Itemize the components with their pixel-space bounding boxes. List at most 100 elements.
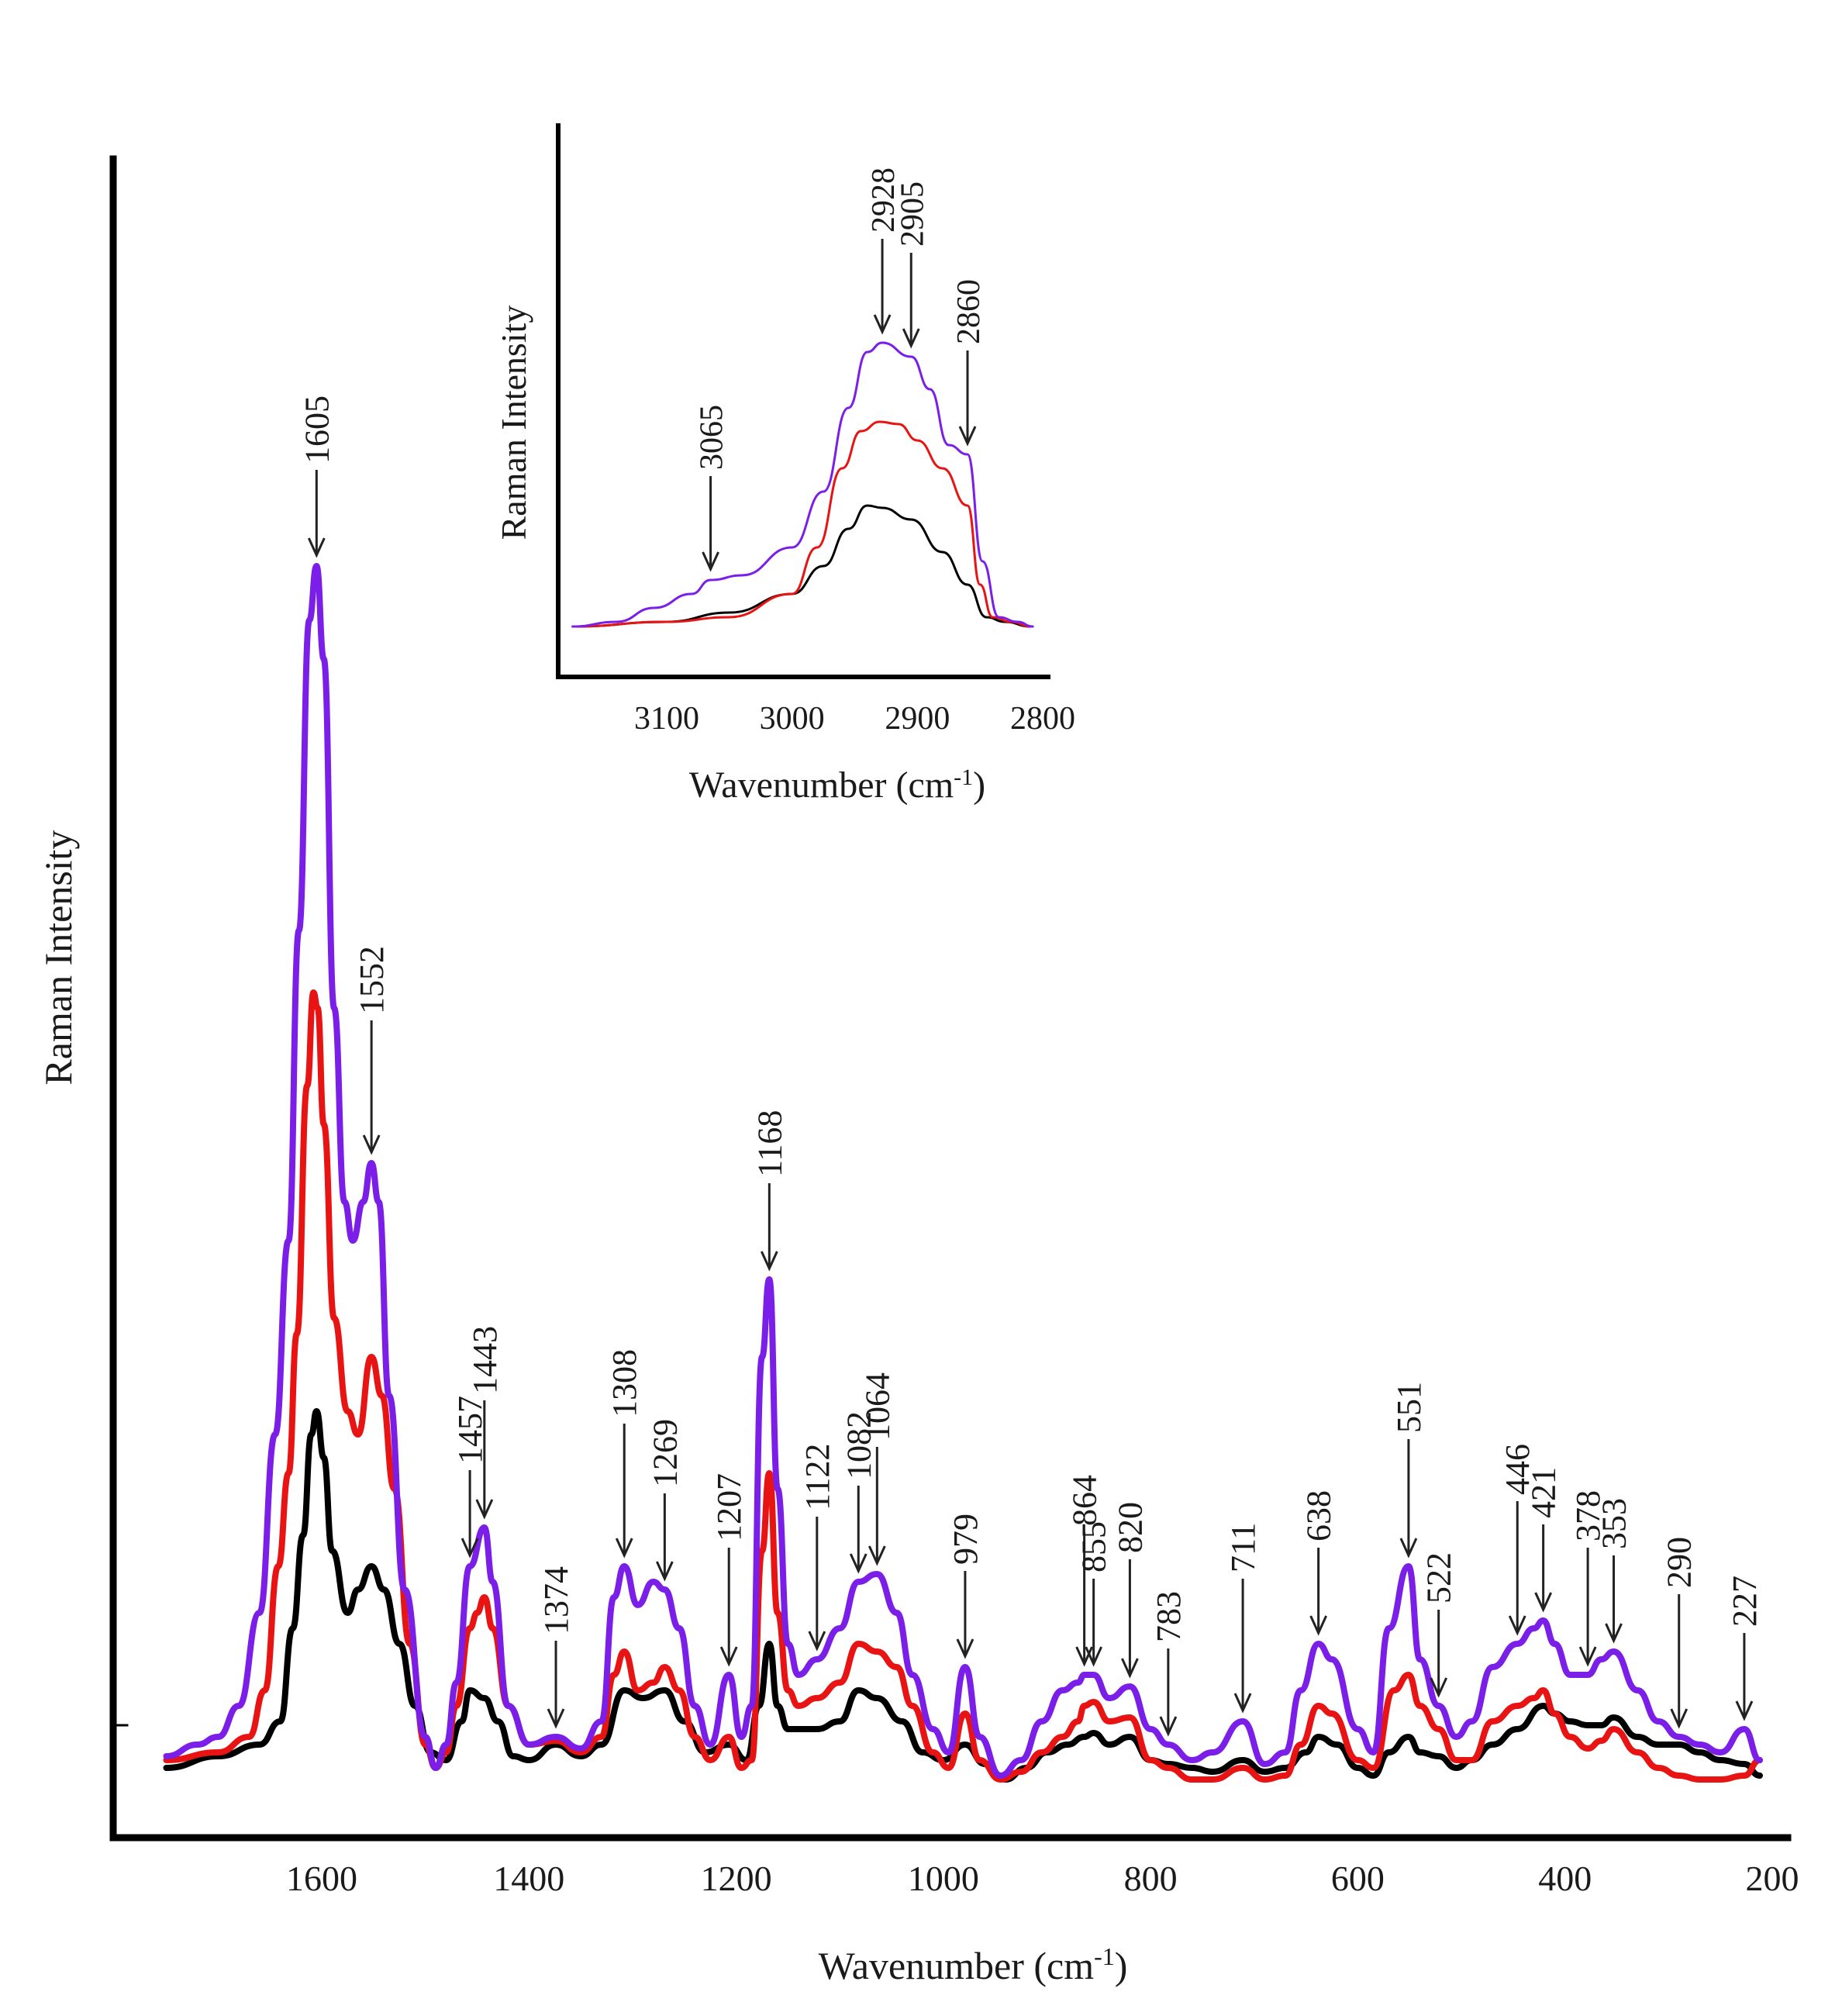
main-peak-1082: 1082 (840, 1411, 878, 1574)
main-plot-lines (163, 563, 1763, 1783)
main-series-purple (163, 563, 1763, 1779)
inset-peak-2905: 2905 (895, 181, 930, 349)
peak-arrowhead (873, 314, 892, 335)
peak-arrowhead (1121, 1658, 1139, 1679)
main-x-tick-label: 1400 (493, 1859, 564, 1898)
peak-label: 446 (1499, 1444, 1537, 1495)
main-peak-979: 979 (947, 1514, 985, 1659)
peak-arrowhead (1670, 1708, 1688, 1729)
peak-label: 522 (1420, 1552, 1458, 1603)
peak-arrowhead (1085, 1646, 1103, 1667)
main-peak-1374: 1374 (537, 1566, 575, 1729)
peak-arrowhead (958, 426, 977, 447)
main-x-tick-label: 200 (1746, 1859, 1799, 1898)
peak-label: 378 (1569, 1490, 1607, 1541)
peak-arrowhead (362, 1134, 381, 1155)
peak-arrowhead (902, 328, 920, 349)
peak-arrowhead (702, 551, 719, 572)
peak-label: 1308 (605, 1349, 643, 1417)
main-peak-446: 446 (1499, 1444, 1537, 1636)
main-peak-421: 421 (1525, 1467, 1563, 1613)
peak-label: 638 (1300, 1490, 1338, 1541)
main-x-tick-labels: 1600 1400 1200 1000 800 600 400 200 (286, 1859, 1799, 1898)
inset-x-axis-title: Wavenumber (cm-1) (689, 765, 985, 806)
main-peak-1122: 1122 (799, 1444, 836, 1652)
peak-arrowhead (1233, 1693, 1252, 1714)
peak-label: 2905 (895, 181, 930, 247)
peak-arrowhead (655, 1561, 674, 1582)
inset-y-axis-title: Raman Intensity (494, 306, 533, 540)
peak-label: 820 (1111, 1502, 1149, 1553)
main-peak-1168: 1168 (750, 1110, 788, 1272)
peak-arrowhead (307, 537, 326, 558)
main-x-tick-label: 1600 (286, 1859, 357, 1898)
peak-label: 1122 (799, 1444, 836, 1510)
inset-peak-2860: 2860 (951, 279, 987, 447)
peak-label: 1443 (466, 1326, 504, 1394)
main-peak-638: 638 (1300, 1490, 1338, 1636)
peak-label: 1269 (646, 1419, 684, 1487)
peak-label: 421 (1525, 1467, 1563, 1518)
main-peak-864: 864 (1066, 1475, 1104, 1667)
peak-label: 864 (1066, 1475, 1104, 1526)
inset-x-tick-label: 3100 (634, 701, 699, 737)
main-y-axis-title: Raman Intensity (36, 830, 80, 1085)
inset-x-tick-label: 3000 (760, 701, 825, 737)
main-peak-378: 378 (1569, 1490, 1607, 1667)
peak-arrowhead (461, 1538, 479, 1559)
peak-label: 1082 (840, 1411, 878, 1479)
peak-arrowhead (719, 1646, 738, 1667)
peak-arrowhead (760, 1251, 778, 1272)
peak-label: 551 (1390, 1382, 1428, 1433)
peak-arrowhead (1508, 1615, 1526, 1636)
peak-arrowhead (1605, 1623, 1623, 1644)
main-peak-1269: 1269 (646, 1419, 684, 1582)
peak-arrowhead (849, 1553, 868, 1574)
peak-label: 979 (947, 1514, 985, 1565)
peak-arrowhead (868, 1545, 886, 1566)
inset-series-red (571, 420, 1032, 628)
main-peak-1207: 1207 (710, 1473, 748, 1667)
peak-label: 1552 (353, 946, 391, 1014)
peak-arrowhead (1430, 1677, 1448, 1698)
main-peak-1552: 1552 (353, 946, 391, 1155)
peak-label: 1457 (451, 1396, 489, 1464)
peak-label: 783 (1150, 1591, 1188, 1642)
main-x-tick-label: 1200 (701, 1859, 772, 1898)
main-x-tick-label: 400 (1538, 1859, 1592, 1898)
peak-label: 227 (1726, 1576, 1764, 1627)
peak-arrowhead (1735, 1700, 1754, 1721)
peak-arrowhead (1578, 1646, 1597, 1667)
peak-label: 1168 (750, 1110, 788, 1177)
main-x-axis-title: Wavenumber (cm-1) (819, 1942, 1128, 1987)
peak-label: 1605 (298, 395, 336, 464)
main-peak-522: 522 (1420, 1552, 1458, 1698)
peak-arrowhead (475, 1499, 494, 1520)
inset-peak-2928: 2928 (866, 167, 902, 335)
peak-label: 855 (1075, 1521, 1113, 1572)
peak-arrowhead (1534, 1592, 1553, 1613)
main-peak-551: 551 (1390, 1382, 1428, 1559)
main-peak-1064: 1064 (858, 1372, 896, 1566)
peak-label: 3065 (695, 405, 730, 470)
peak-arrowhead (1159, 1716, 1178, 1737)
peak-arrowhead (808, 1631, 826, 1652)
inset-peak-3065: 3065 (695, 405, 730, 572)
inset-x-tick-label: 2900 (885, 701, 950, 737)
main-peak-855: 855 (1075, 1521, 1113, 1667)
main-peak-1457: 1457 (451, 1396, 489, 1559)
peak-label: 711 (1224, 1523, 1262, 1572)
peak-label: 2928 (866, 167, 902, 233)
main-peak-1308: 1308 (605, 1349, 643, 1559)
peak-arrowhead (1399, 1538, 1418, 1559)
peak-arrowhead (615, 1538, 633, 1559)
peak-label: 290 (1661, 1537, 1699, 1588)
main-peak-1605: 1605 (298, 395, 336, 558)
peak-arrowhead (547, 1708, 565, 1729)
peak-arrowhead (956, 1638, 974, 1659)
